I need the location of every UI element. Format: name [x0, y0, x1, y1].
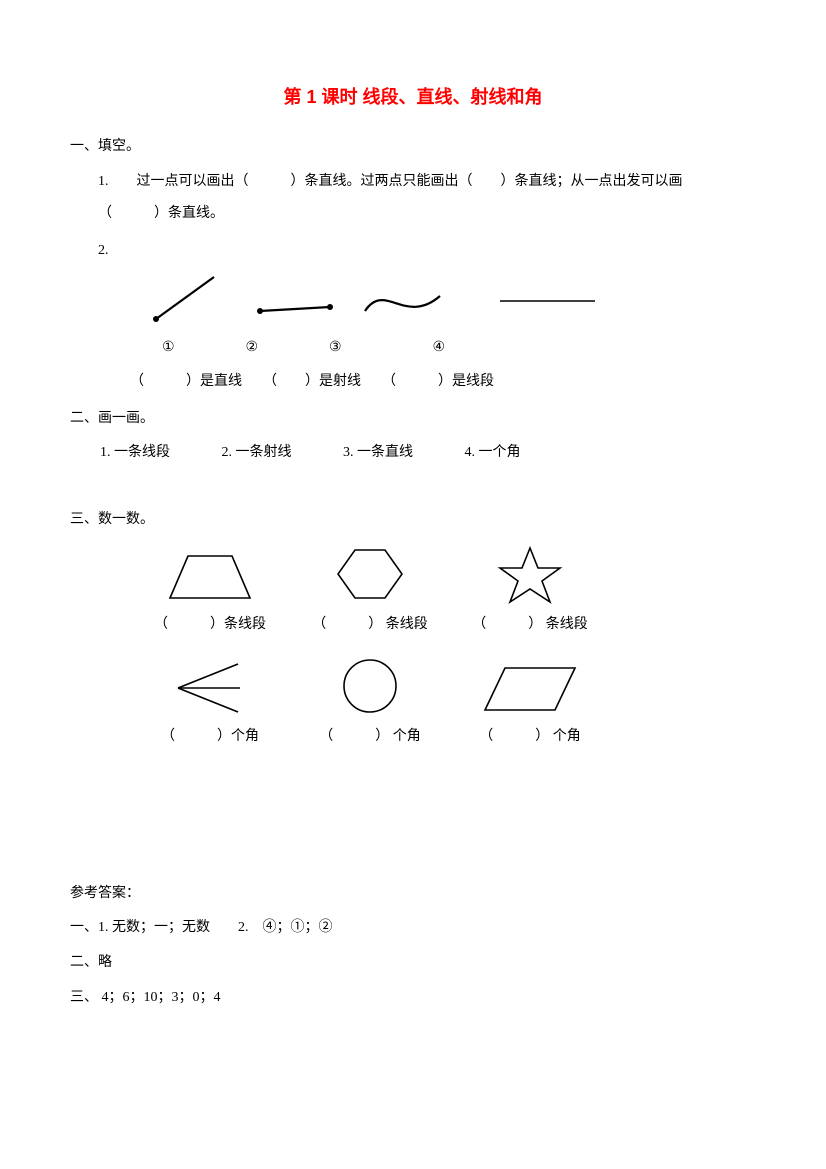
q1-line2: （ ）条直线。	[70, 201, 756, 228]
q2-shapes	[70, 271, 756, 327]
q2-shapes-svg	[150, 271, 610, 327]
trapezoid-cell: （ ）条线段	[130, 546, 290, 639]
answer-1: 一、1. 无数；一；无数 2. ④；①；②	[70, 915, 756, 942]
section2-heading: 二、画一画。	[70, 406, 756, 433]
hexagon-cell: （ ） 条线段	[290, 542, 450, 639]
q2-choice: （ ）是直线 （ ）是射线 （ ）是线段	[70, 369, 756, 396]
page-title: 第 1 课时 线段、直线、射线和角	[70, 80, 756, 114]
num-4: ④	[433, 335, 493, 362]
num-2: ②	[246, 335, 326, 362]
answer-2: 二、略	[70, 950, 756, 977]
parallelogram-cell: （ ） 个角	[450, 658, 610, 751]
trapezoid-icon	[160, 546, 260, 606]
draw-1: 1. 一条线段	[100, 440, 170, 467]
hexagon-label: （ ） 条线段	[312, 617, 428, 632]
star-icon	[480, 542, 580, 606]
star-cell: （ ） 条线段	[450, 542, 610, 639]
q2-numbers: ① ② ③ ④	[70, 335, 756, 362]
answers-heading: 参考答案：	[70, 881, 756, 908]
count-row-2: （ ）个角 （ ） 个角 （ ） 个角	[130, 654, 756, 751]
q1-line1: 1. 过一点可以画出（ ）条直线。过两点只能画出（ ）条直线；从一点出发可以画	[70, 169, 756, 196]
section3-heading: 三、数一数。	[70, 507, 756, 534]
draw-4: 4. 一个角	[465, 440, 521, 467]
star-label: （ ） 条线段	[472, 617, 588, 632]
count-row-1: （ ）条线段 （ ） 条线段 （ ） 条线段	[130, 542, 756, 639]
circle-label: （ ） 个角	[319, 729, 421, 744]
circle-icon	[320, 654, 420, 718]
angle-icon	[160, 658, 260, 718]
draw-3: 3. 一条直线	[343, 440, 413, 467]
parallelogram-icon	[475, 658, 585, 718]
hexagon-icon	[320, 542, 420, 606]
num-3: ③	[329, 335, 409, 362]
trapezoid-label: （ ）条线段	[154, 617, 266, 632]
num-1: ①	[162, 335, 232, 362]
answer-3: 三、 4；6；10；3；0；4	[70, 985, 756, 1012]
answers-block: 参考答案： 一、1. 无数；一；无数 2. ④；①；② 二、略 三、 4；6；1…	[70, 881, 756, 1011]
q2-label: 2.	[70, 238, 756, 265]
draw-items: 1. 一条线段 2. 一条射线 3. 一条直线 4. 一个角	[70, 440, 756, 467]
angle-label: （ ）个角	[161, 729, 259, 744]
angle-cell: （ ）个角	[130, 658, 290, 751]
circle-cell: （ ） 个角	[290, 654, 450, 751]
parallelogram-label: （ ） 个角	[479, 729, 581, 744]
count-grid: （ ）条线段 （ ） 条线段 （ ） 条线段 （ ）个角	[70, 542, 756, 751]
draw-2: 2. 一条射线	[222, 440, 292, 467]
section1-heading: 一、填空。	[70, 134, 756, 161]
